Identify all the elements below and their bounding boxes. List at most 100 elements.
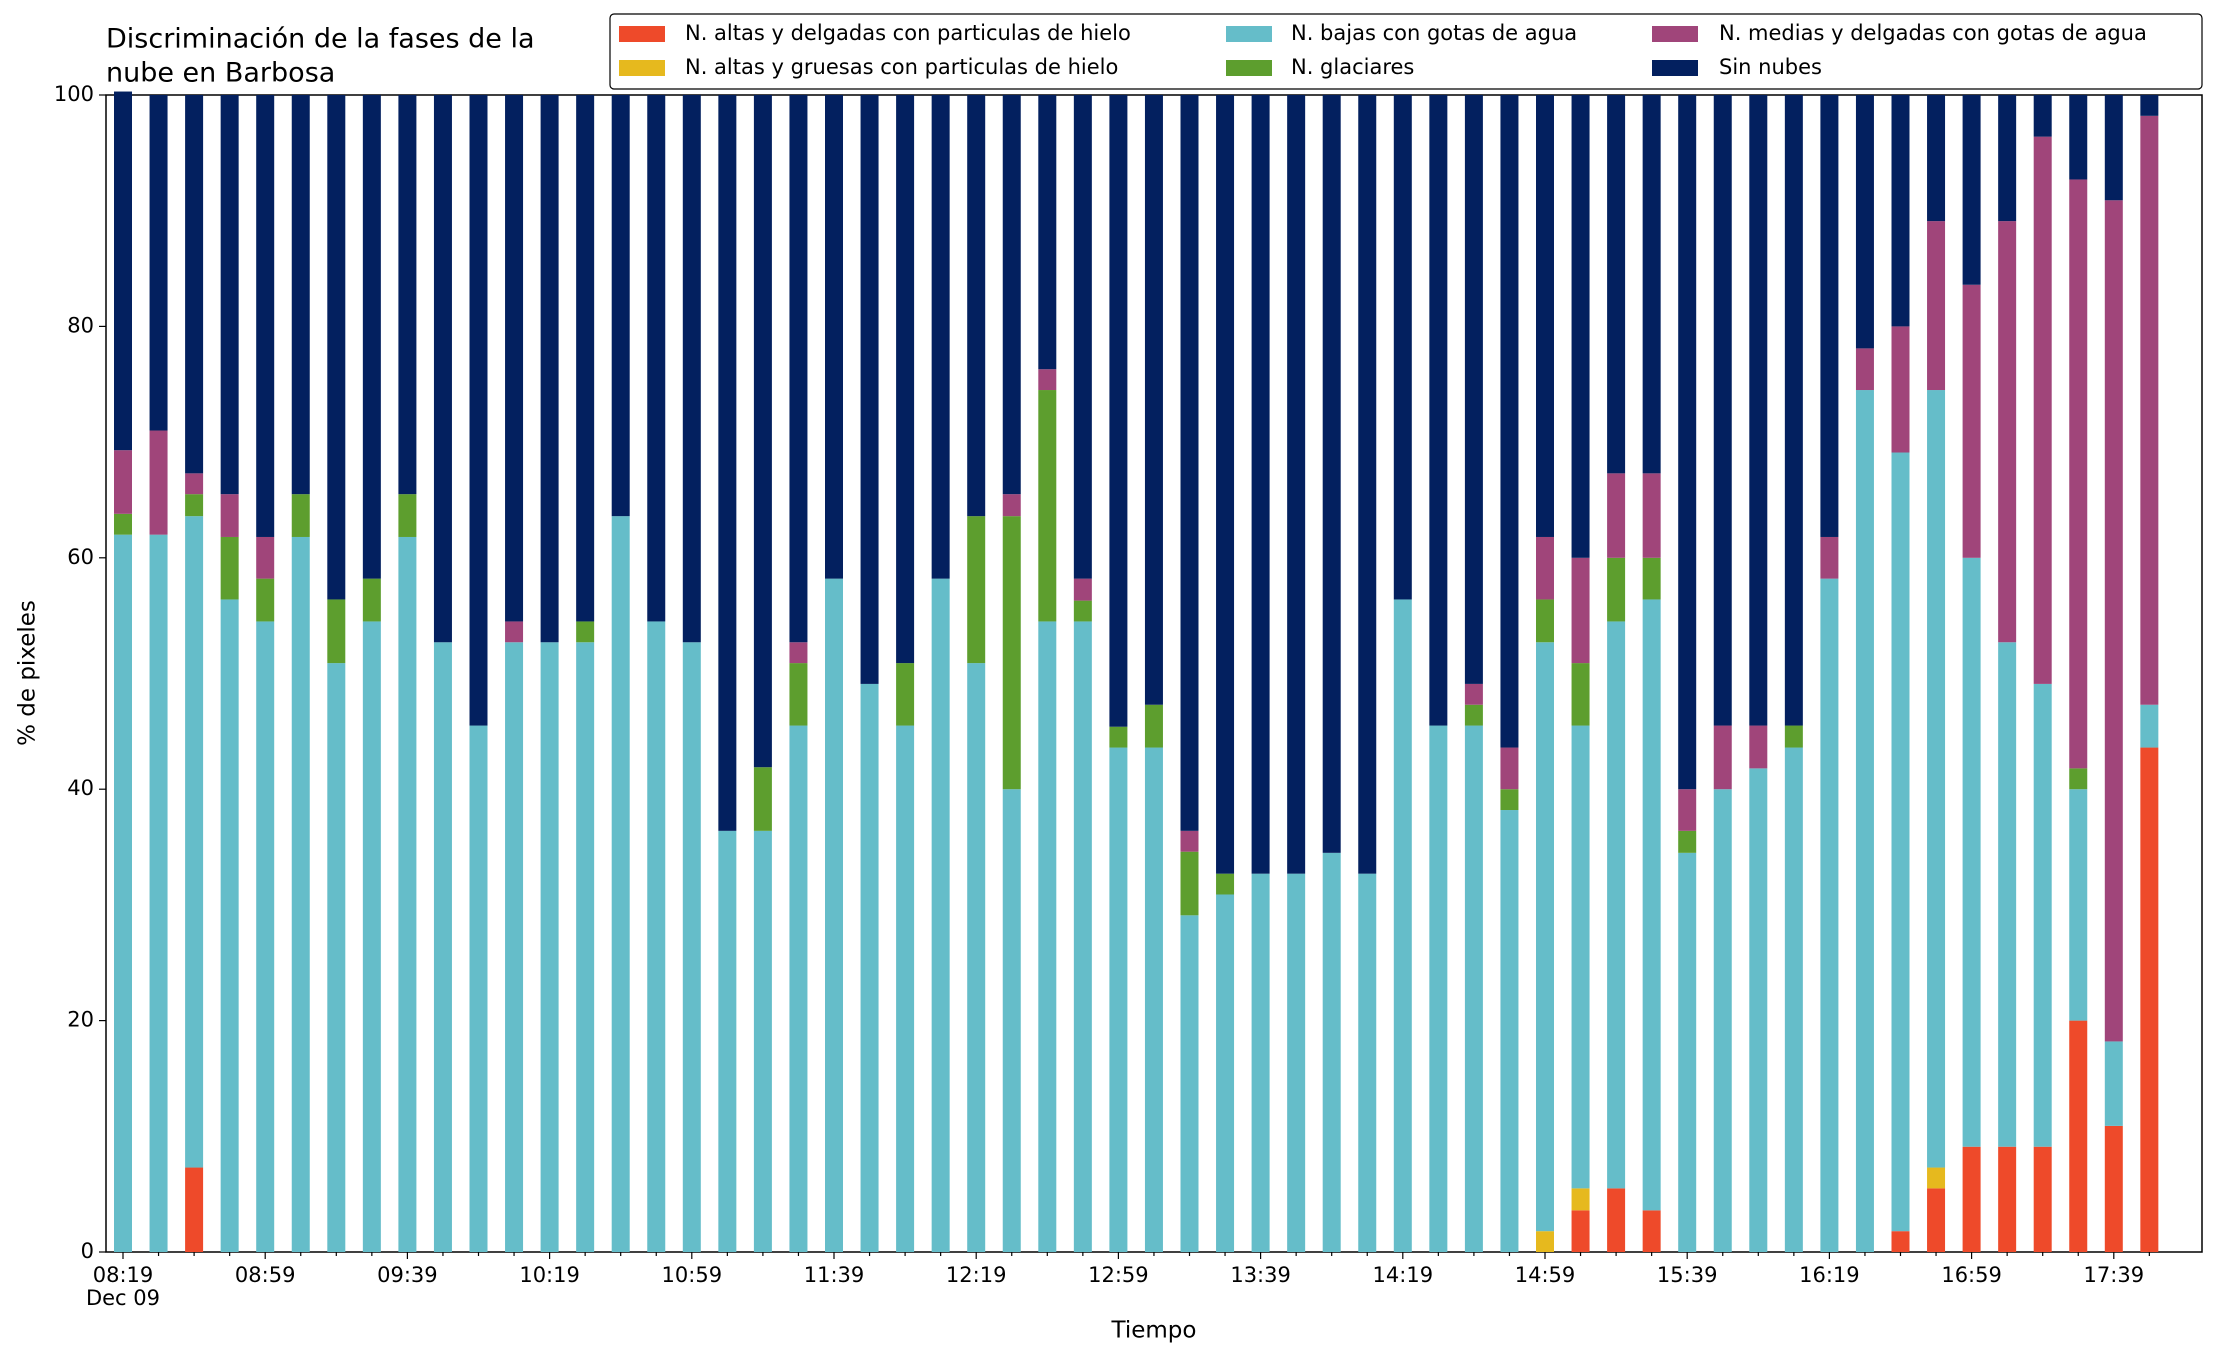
bar-segment [291, 95, 310, 495]
x-tick-label: 14:19 [1373, 1263, 1434, 1287]
bar-segment [1571, 1210, 1590, 1252]
bar-segment [1287, 873, 1306, 1252]
bar-segment [718, 830, 737, 1252]
bar-segment [1713, 95, 1732, 726]
bar-segment [433, 642, 452, 1252]
bar-segment [1998, 221, 2017, 643]
bar-segment [220, 599, 239, 1252]
bar-segment [256, 621, 275, 1252]
bar-segment [220, 536, 239, 600]
bar-segment [1500, 747, 1519, 790]
bar-segment [220, 494, 239, 537]
y-tick-label: 40 [67, 776, 94, 800]
bar-segment [1607, 621, 1626, 1189]
bar-segment [327, 95, 346, 600]
bar-segment [362, 95, 381, 579]
bar-segment [1713, 789, 1732, 1252]
bar-segment [1784, 95, 1803, 726]
bar-segment [185, 516, 204, 1168]
bar-segment [1571, 663, 1590, 726]
bar-segment [1891, 326, 1910, 453]
bar-segment [931, 578, 950, 1252]
bar-segment [1820, 536, 1839, 579]
x-tick-label: 11:39 [804, 1263, 865, 1287]
bar-segment [1536, 599, 1554, 643]
bar-segment [967, 663, 986, 1252]
legend-swatch [1652, 26, 1698, 42]
bar-segment [967, 95, 986, 517]
bar-segment [1144, 95, 1163, 705]
x-tick-label: 10:19 [519, 1263, 580, 1287]
bar-segment [256, 578, 275, 622]
bar-segment [2033, 95, 2052, 137]
bar-segment [753, 95, 772, 768]
y-tick-label: 20 [67, 1008, 94, 1032]
bar-segment [1002, 516, 1021, 790]
bar-segment [1536, 536, 1554, 600]
bar-segment [789, 663, 808, 726]
bar-segment [1927, 1167, 1946, 1189]
bar-segment [185, 494, 204, 517]
x-axis-label: Tiempo [1111, 1318, 1197, 1344]
bar-segment [1820, 95, 1839, 537]
bar-segment [1287, 95, 1306, 874]
bar-segment [1536, 1231, 1554, 1252]
bar-segment [2033, 136, 2052, 684]
bar-segment [753, 830, 772, 1252]
bar-segment [931, 95, 950, 579]
bar-segment [1607, 1188, 1626, 1252]
bar-segment [1891, 452, 1910, 1232]
bar-segment [1216, 95, 1235, 874]
bar-segment [256, 536, 275, 579]
x-tick-label: 12:59 [1088, 1263, 1149, 1287]
bar-segment [1962, 284, 1981, 558]
bar-segment [1784, 747, 1803, 1252]
bar-segment [647, 621, 666, 1252]
bar-segment [1322, 95, 1341, 853]
bar-segment [149, 95, 168, 431]
bar-segment [1322, 852, 1341, 1252]
bar-segment [362, 621, 381, 1252]
bar-segment [576, 95, 595, 622]
bar-segment [1216, 873, 1235, 895]
bar-segment [896, 95, 915, 664]
bar-segment [2069, 179, 2088, 769]
bar-segment [647, 95, 666, 622]
bar-segment [1073, 95, 1092, 579]
bar-segment [1571, 557, 1590, 664]
bar-segment [1998, 95, 2017, 222]
bar-segment [1002, 95, 1021, 495]
bar-segment [2140, 747, 2159, 1252]
bar-segment [291, 536, 310, 1252]
bar-segment [1358, 873, 1377, 1252]
bar-segment [1393, 599, 1412, 1252]
bar-segment [2033, 683, 2052, 1147]
bar-segment [1749, 95, 1768, 726]
bar-segment [789, 725, 808, 1252]
bar-segment [1358, 95, 1377, 874]
bar-segment [291, 494, 310, 537]
bar-segment [540, 642, 559, 1252]
y-tick-label: 0 [81, 1239, 94, 1263]
bar-segment [1038, 95, 1057, 370]
bar-segment [611, 516, 630, 1252]
bar-segment [1571, 1188, 1590, 1211]
bar-segment [1073, 621, 1092, 1252]
legend [609, 13, 2203, 90]
bar-segment [1429, 95, 1448, 726]
x-tick-label: 08:19 [93, 1263, 154, 1287]
bar-segment [1180, 851, 1199, 916]
bar-segment [114, 534, 132, 1252]
bar-segment [114, 450, 132, 514]
bar-segment [114, 513, 132, 535]
bar-segment [398, 95, 417, 495]
x-tick-label: 12:19 [946, 1263, 1007, 1287]
bar-segment [682, 642, 701, 1252]
bar-segment [185, 473, 204, 495]
bar-segment [149, 430, 168, 535]
legend-label: N. altas y delgadas con particulas de hi… [685, 21, 1131, 45]
bar-segment [1144, 747, 1163, 1252]
bar-segment [1073, 600, 1092, 622]
bar-segment [540, 95, 559, 643]
bar-segment [789, 642, 808, 664]
